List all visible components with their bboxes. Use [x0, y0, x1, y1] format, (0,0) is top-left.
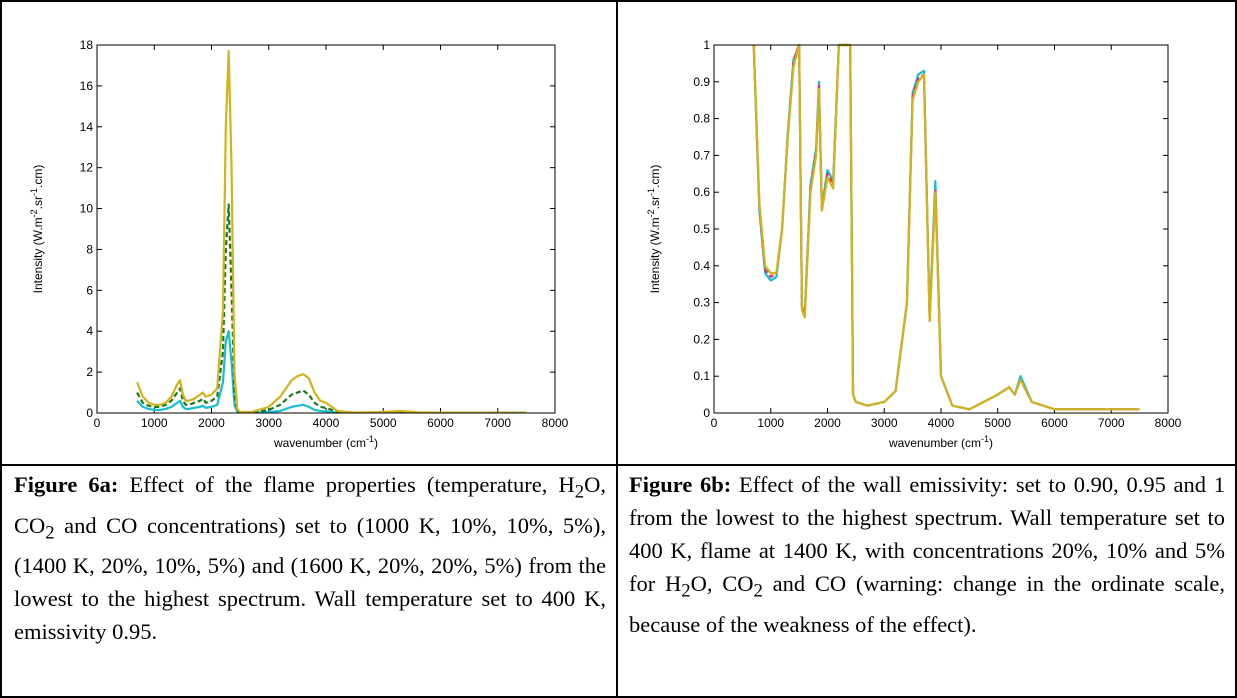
label-text: Intensity (W.m	[31, 217, 45, 293]
x-tick-label: 1000	[757, 416, 784, 430]
caption-text: Effect of the flame properties (temperat…	[118, 472, 575, 497]
x-tick-label: 2000	[814, 416, 841, 430]
subscript: 2	[45, 522, 55, 543]
label-text: wavenumber (cm	[273, 436, 366, 450]
y-tick-label: 18	[80, 38, 94, 52]
x-axis-label: wavenumber (cm-1)	[273, 434, 378, 450]
caption-text: Effect of the wall emissivity: set to 0.…	[629, 472, 1225, 596]
x-tick-label: 4000	[928, 416, 955, 430]
y-tick-label: 0	[86, 406, 93, 420]
x-tick-label: 5000	[370, 416, 397, 430]
x-tick-label: 8000	[542, 416, 569, 430]
superscript: -1	[646, 188, 656, 196]
superscript: -1	[366, 434, 374, 444]
x-tick-label: 8000	[1155, 416, 1182, 430]
caption-label: Figure 6b:	[629, 472, 732, 497]
x-tick-label: 6000	[427, 416, 454, 430]
y-tick-label: 0.3	[693, 296, 710, 310]
y-tick-label: 8	[86, 242, 93, 256]
label-text: )	[374, 436, 378, 450]
y-tick-label: 6	[86, 283, 93, 297]
superscript: -1	[981, 434, 989, 444]
label-text: .sr	[31, 196, 45, 209]
x-tick-label: 7000	[1098, 416, 1125, 430]
table-border	[616, 0, 618, 698]
caption-text: and CO (warning: change in the ordinate …	[629, 571, 1225, 637]
x-tick-label: 0	[94, 416, 101, 430]
label-text: wavenumber (cm	[888, 436, 981, 450]
y-tick-label: 0.8	[693, 112, 710, 126]
y-axis-label: Intensity (W.m-2.sr-1.cm)	[646, 165, 662, 294]
superscript: -1	[29, 188, 39, 196]
x-tick-label: 4000	[313, 416, 340, 430]
table-border	[0, 0, 2, 698]
caption: Figure 6a: Effect of the flame propertie…	[14, 468, 606, 648]
table-border	[0, 696, 1237, 698]
x-axis-label: wavenumber (cm-1)	[888, 434, 993, 450]
label-text: .cm)	[31, 165, 45, 188]
table-border	[1235, 0, 1237, 698]
plot-frame	[96, 44, 556, 414]
plot-frame	[713, 44, 1169, 414]
superscript: -2	[646, 209, 656, 217]
y-tick-label: 12	[80, 161, 94, 175]
label-text: )	[989, 436, 993, 450]
table-border	[0, 464, 1237, 466]
x-tick-label: 3000	[871, 416, 898, 430]
y-tick-label: 10	[80, 202, 94, 216]
label-text: Intensity (W.m	[648, 217, 662, 293]
x-tick-label: 0	[711, 416, 718, 430]
table-border	[0, 0, 1237, 2]
y-tick-label: 0.5	[693, 222, 710, 236]
label-text: .cm)	[648, 165, 662, 188]
caption-text: and CO concentrations) set to (1000 K, 1…	[14, 512, 606, 645]
chart: 0 1000 2000 3000 4000 5000 6000 7000 8000 0 0.1 0.2…	[646, 38, 1182, 450]
x-tick-label: 5000	[984, 416, 1011, 430]
plot-area	[97, 45, 555, 413]
series-line	[136, 203, 527, 413]
y-tick-label: 0.4	[693, 259, 710, 273]
x-tick-label: 3000	[255, 416, 282, 430]
y-tick-label: 14	[80, 120, 94, 134]
y-tick-label: 0	[703, 406, 710, 420]
x-tick-label: 7000	[484, 416, 511, 430]
y-tick-label: 0.2	[693, 332, 710, 346]
x-tick-label: 6000	[1041, 416, 1068, 430]
caption: Figure 6b: Effect of the wall emissivity…	[629, 468, 1225, 641]
y-tick-label: 2	[86, 365, 93, 379]
caption-label: Figure 6a:	[14, 472, 119, 497]
y-tick-label: 0.7	[693, 148, 710, 162]
subscript: 2	[574, 481, 585, 503]
caption-text: O, CO	[14, 472, 606, 538]
y-tick-label: 1	[703, 38, 710, 52]
x-tick-label: 2000	[198, 416, 225, 430]
y-tick-label: 16	[80, 79, 94, 93]
subscript: 2	[681, 580, 691, 602]
series-line	[136, 50, 527, 413]
charts: 0 1000 2000 3000 4000 5000 6000 7000 80000246810…	[29, 38, 1182, 450]
y-tick-label: 0.1	[693, 369, 710, 383]
y-tick-label: 0.6	[693, 185, 710, 199]
y-axis-label: Intensity (W.m-2.sr-1.cm)	[29, 165, 45, 294]
y-tick-label: 4	[86, 324, 93, 338]
superscript: -2	[29, 209, 39, 217]
subscript: 2	[753, 580, 763, 602]
label-text: .sr	[648, 196, 662, 209]
caption-text: O, CO	[690, 571, 754, 596]
x-tick-label: 1000	[141, 416, 168, 430]
y-tick-label: 0.9	[693, 75, 710, 89]
chart: 0 1000 2000 3000 4000 5000 6000 7000 8000 0 2 4 6 8 10…	[29, 38, 569, 450]
